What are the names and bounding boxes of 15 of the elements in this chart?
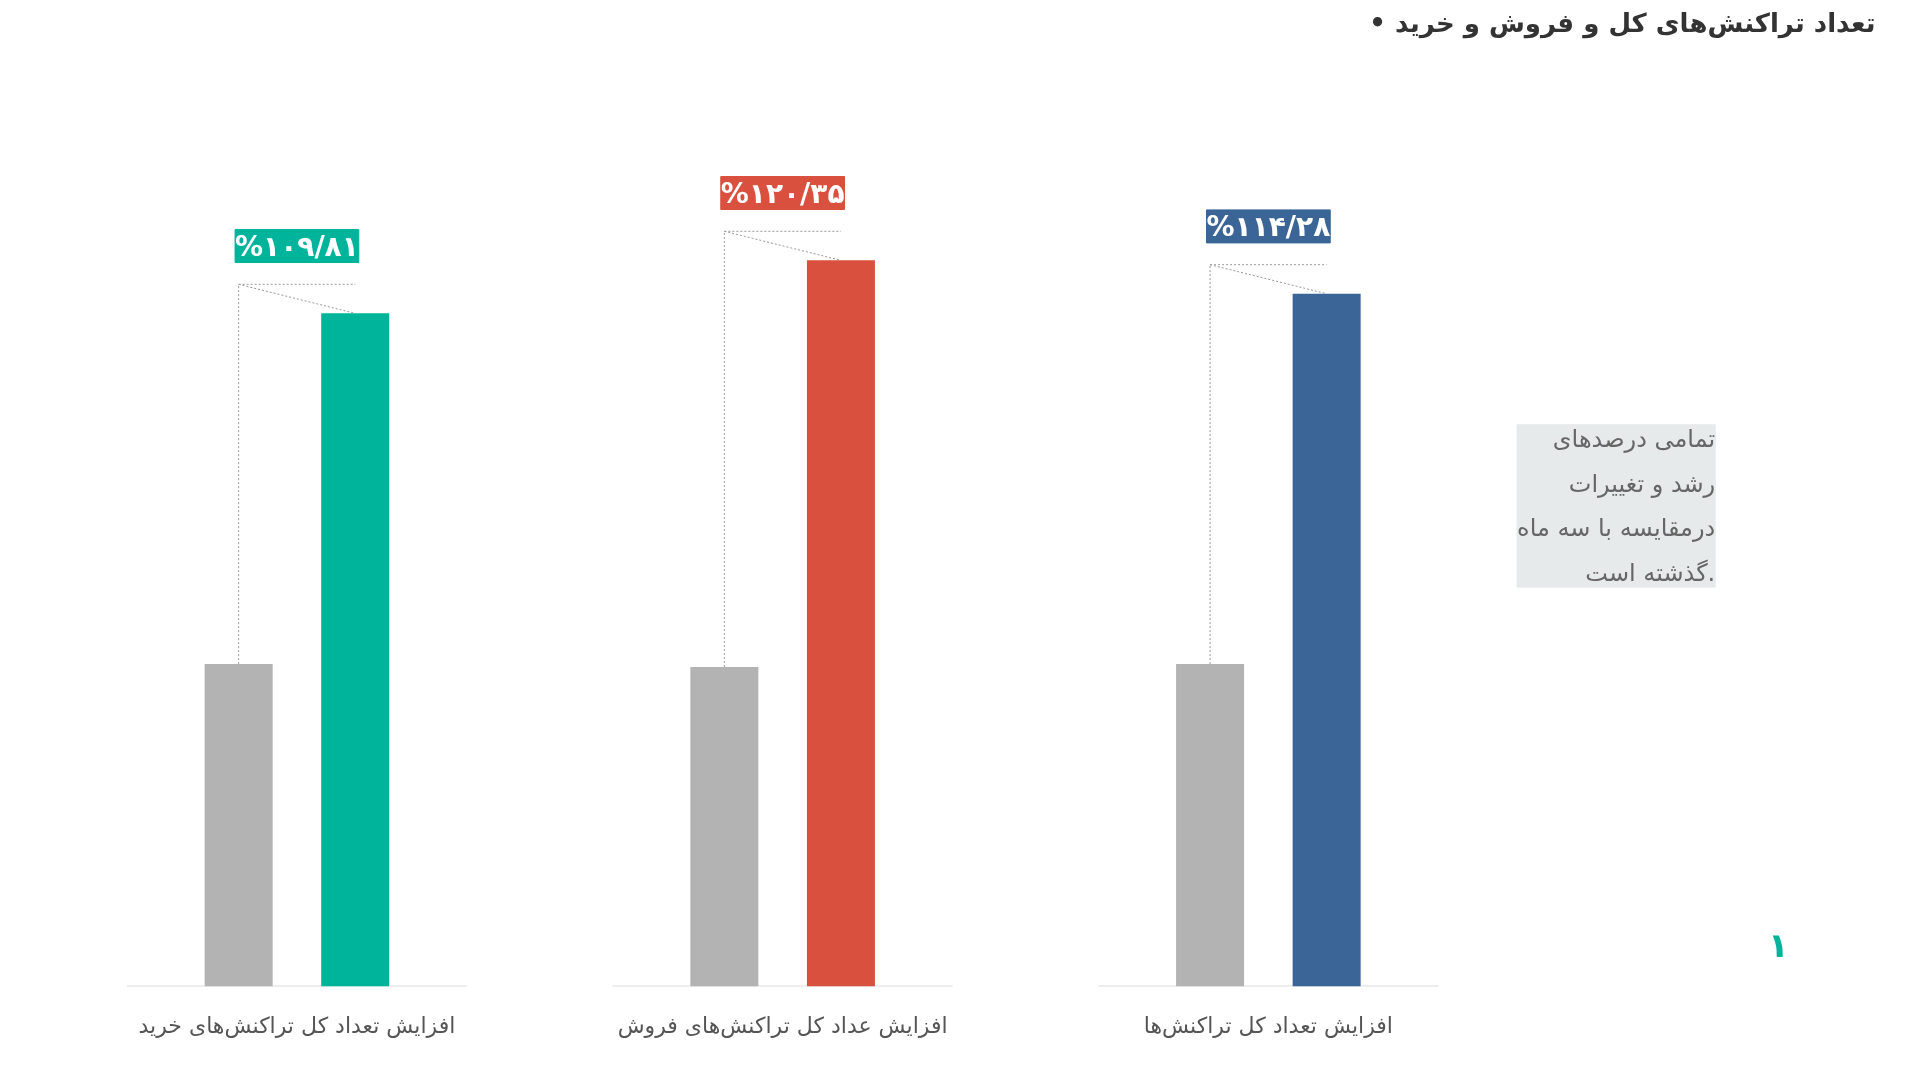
text: %۱۲۰/۳۵: [720, 176, 845, 210]
bar: [321, 313, 390, 987]
bar: [806, 260, 875, 987]
x-tick-label: افزایش تعداد کل تراکنش‌های خرید: [138, 1012, 456, 1039]
annotation: %۱۰۹/۸۱: [235, 229, 359, 263]
text: %۱۱۴/۲۸: [1206, 209, 1331, 243]
x-tick-label: افزایش تعداد کل تراکنش‌ها: [1143, 1012, 1393, 1039]
text: ۱: [1767, 924, 1789, 965]
bar: [1292, 293, 1361, 987]
x-tick-label: افزایش عداد کل تراکنش‌های فروش: [617, 1012, 948, 1039]
bar: [204, 664, 273, 987]
bar: [1176, 664, 1245, 987]
text: تمامی درصدهای رشد و تغییرات درمقایسه با سه ماه گذشته است.: [1517, 424, 1716, 588]
bar: [690, 666, 759, 987]
text: • تعداد تراکنش‌های کل و فروش و خرید: [1369, 7, 1876, 39]
